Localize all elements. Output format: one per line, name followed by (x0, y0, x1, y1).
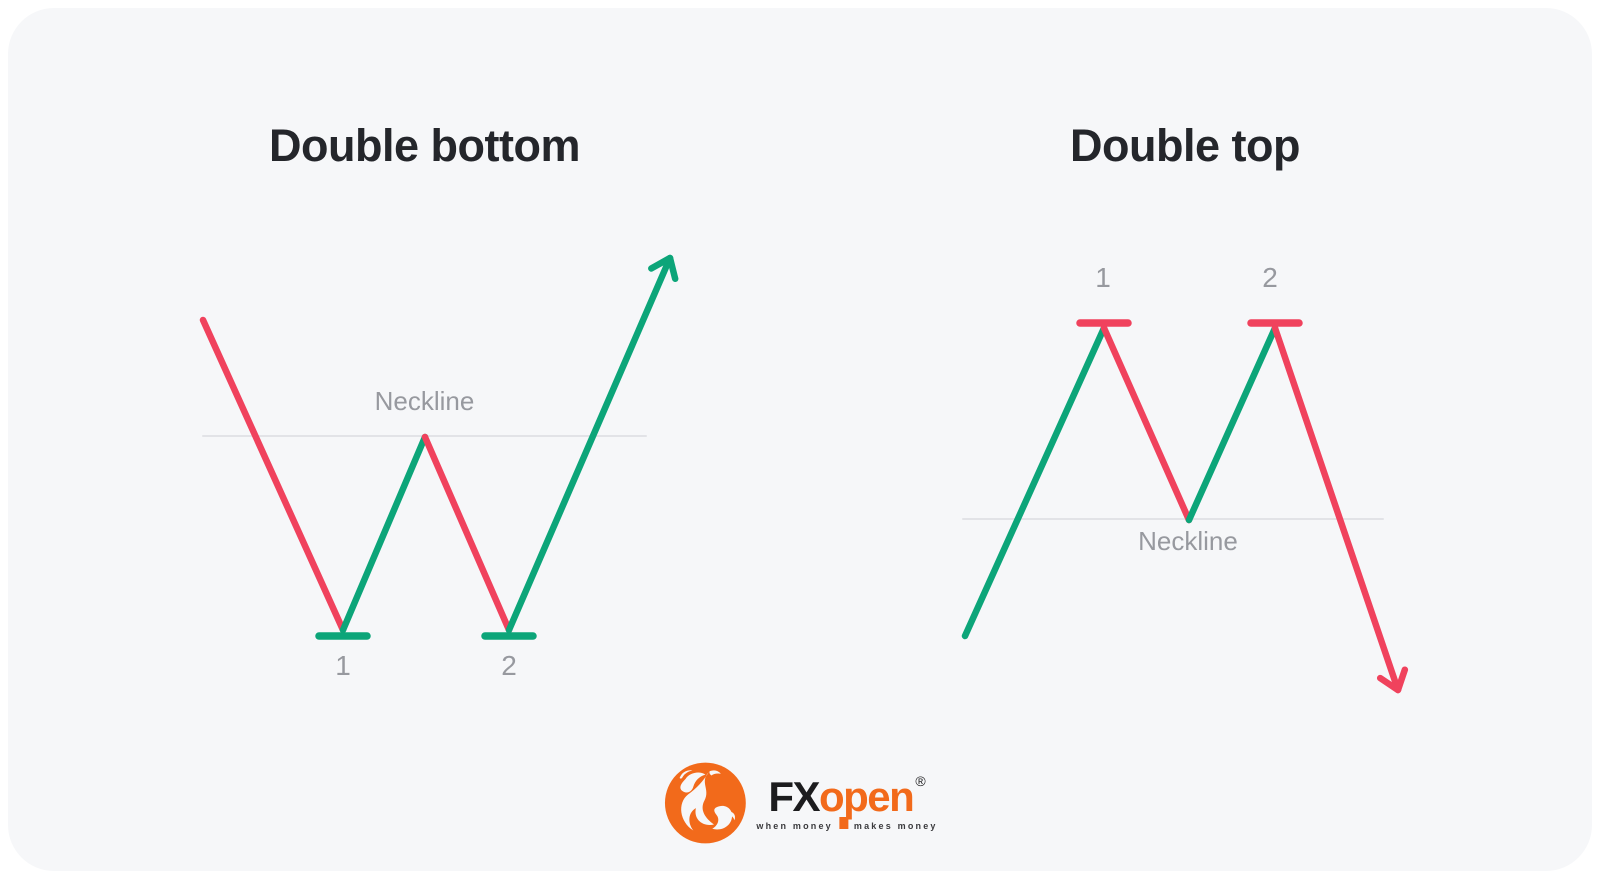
trend-segment-down-double-bottom (199, 316, 347, 634)
trend-segment-up-double-bottom (505, 254, 679, 634)
fxopen-logo: FX open ® when money makes money (662, 760, 937, 846)
bottom-1-label: 1 (335, 650, 351, 681)
neckline-label-left: Neckline (374, 386, 475, 416)
top-1-label: 1 (1095, 262, 1111, 293)
wordmark-open: open (819, 772, 915, 820)
double-top-title: Double top (1070, 120, 1300, 171)
tagline-orange-square-icon (838, 816, 848, 829)
diagram-card: Double bottom Double top Neckline Neckli… (8, 8, 1592, 871)
trend-segment-up-double-bottom (339, 433, 429, 634)
trend-segment-down-double-bottom (421, 433, 513, 634)
bottom-2-label: 2 (501, 650, 517, 681)
fxopen-wordmark: FX open ® (768, 772, 926, 820)
patterns-canvas (199, 254, 1409, 694)
tagline-left-text: when money (756, 820, 833, 831)
trend-segment-down-double-top (1100, 324, 1193, 524)
logo-tagline: when money makes money (756, 816, 938, 831)
tagline-right-text: makes money (853, 820, 938, 831)
wordmark-fx: FX (768, 772, 820, 820)
bull-and-bear-emblem-icon (664, 762, 746, 844)
registered-trademark-symbol: ® (915, 772, 926, 789)
trend-segment-down-double-top (1271, 324, 1409, 694)
trend-segment-up-double-top (961, 324, 1108, 640)
double-bottom-title: Double bottom (269, 120, 580, 171)
trend-segment-up-double-top (1185, 324, 1279, 524)
neckline-label-right: Neckline (1138, 526, 1238, 556)
logo-text-block: FX open ® when money makes money (756, 772, 938, 831)
top-2-label: 2 (1262, 262, 1278, 293)
